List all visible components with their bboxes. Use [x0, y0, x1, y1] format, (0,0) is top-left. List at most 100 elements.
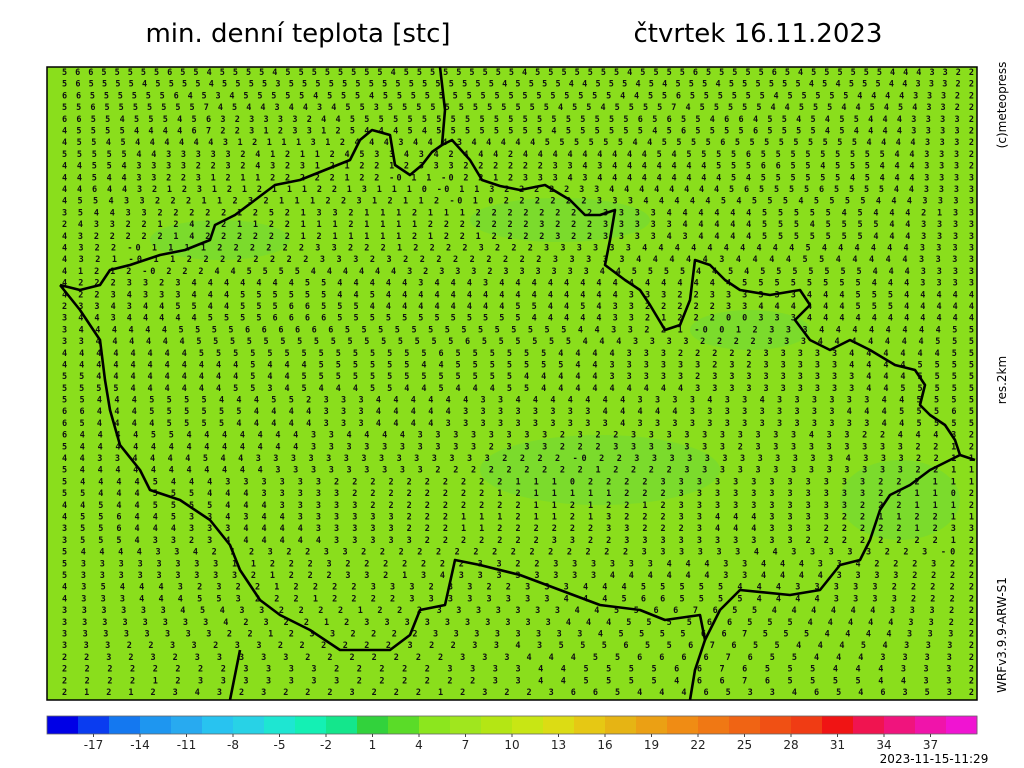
colorbar-segment — [605, 716, 637, 734]
grid-row: 5 5 5 5 5 4 4 3 3 3 3 3 2 4 1 2 1 1 2 4 … — [62, 150, 974, 160]
patch — [470, 198, 650, 242]
colorbar-segment — [636, 716, 668, 734]
grid-row: 2 2 2 2 1 2 3 3 3 3 3 3 3 2 2 2 2 2 2 3 … — [62, 676, 974, 686]
grid-row: 4 5 5 4 5 4 4 4 4 4 4 3 1 2 1 1 1 3 1 2 … — [62, 138, 974, 148]
colorbar-segment — [512, 716, 544, 734]
map-title: min. denní teplota [stc] — [145, 19, 450, 49]
grid-row: 6 5 4 4 4 4 5 5 5 5 4 4 4 4 4 3 3 3 4 4 … — [62, 419, 974, 429]
grid-row: 3 3 3 3 3 3 4 5 4 3 3 2 2 2 2 1 2 2 2 3 … — [62, 606, 974, 616]
colorbar-segment — [698, 716, 730, 734]
neighbour-border — [688, 639, 707, 701]
colorbar-tick-label: 31 — [830, 738, 845, 752]
colorbar-segment — [233, 716, 265, 734]
resolution: res.2km — [995, 356, 1009, 404]
colorbar-segment — [264, 716, 296, 734]
colorbar-tick-label: -14 — [130, 738, 150, 752]
grid-row: 4 4 5 5 4 3 3 3 3 2 2 3 2 4 3 2 3 1 2 1 … — [62, 162, 974, 172]
grid-row: 3 3 4 4 4 4 4 4 5 5 5 5 5 5 5 5 5 5 5 5 … — [62, 337, 974, 347]
temperature-patches — [150, 198, 960, 540]
colorbar-segment — [946, 716, 978, 734]
colorbar-segment — [822, 716, 854, 734]
grid-row: 3 5 4 4 3 3 2 2 2 2 2 1 2 5 2 1 3 3 2 1 … — [62, 208, 974, 218]
grid-row: 5 3 3 3 3 3 3 3 3 1 1 2 2 2 3 2 2 2 2 2 … — [62, 559, 974, 569]
colorbar-segment — [388, 716, 420, 734]
patch — [840, 460, 960, 540]
grid-row: 5 5 4 4 4 5 5 5 5 4 4 4 5 5 2 3 3 3 4 4 … — [62, 396, 974, 406]
colorbar-tick-label: 13 — [551, 738, 566, 752]
colorbar-segment — [171, 716, 203, 734]
patch — [690, 310, 810, 350]
colorbar-segment — [543, 716, 575, 734]
patch — [480, 435, 720, 505]
colorbar-tick-label: 10 — [504, 738, 519, 752]
colorbar-tick-label: 25 — [737, 738, 752, 752]
grid-row: 3 3 3 3 3 3 3 3 2 2 1 2 3 3 2 2 2 2 3 3 … — [62, 630, 974, 640]
grid-row: 5 6 6 5 5 5 5 5 6 5 5 4 5 5 5 5 4 5 5 5 … — [62, 68, 974, 78]
colorbar-segment — [853, 716, 885, 734]
grid-row: 4 4 5 4 4 5 5 5 5 4 4 4 3 3 3 3 3 2 2 2 … — [62, 501, 974, 511]
map-frame — [46, 66, 978, 701]
colorbar-segment — [884, 716, 916, 734]
grid-row: 4 2 2 2 3 3 2 3 4 4 4 4 4 4 4 5 5 4 4 4 … — [62, 279, 974, 289]
colorbar-segment — [78, 716, 110, 734]
value-grid: 5 6 6 5 5 5 5 5 6 5 5 4 5 5 5 5 4 5 5 5 … — [62, 68, 974, 698]
grid-row: 5 4 4 4 4 4 4 4 4 4 4 4 3 3 3 3 3 3 3 3 … — [62, 466, 974, 476]
colorbar-tick-label: -11 — [177, 738, 197, 752]
grid-row: 4 3 3 3 4 4 4 5 5 3 2 2 2 1 2 2 2 2 3 3 … — [62, 594, 974, 604]
grid-row: 3 3 3 2 2 3 3 2 3 3 2 2 2 2 2 2 3 2 2 3 … — [62, 641, 974, 651]
neighbour-border — [228, 649, 242, 701]
colorbar-segment — [109, 716, 141, 734]
colorbar-tick-label: 22 — [690, 738, 705, 752]
grid-row: 4 4 4 4 4 4 4 4 5 5 5 5 5 5 5 5 5 5 5 5 … — [62, 349, 974, 359]
grid-row: 4 5 5 5 5 4 4 4 4 6 7 2 2 3 1 2 3 3 1 2 … — [62, 126, 974, 136]
grid-row: 5 5 6 5 5 5 5 5 5 5 7 4 5 4 4 3 4 4 3 4 … — [62, 103, 974, 113]
grid-row: 6 4 4 4 4 5 5 4 4 4 4 4 4 4 3 3 4 4 4 4 … — [62, 431, 974, 441]
grid-row: 5 4 4 4 4 5 4 4 4 3 3 3 3 3 3 2 2 2 2 2 … — [62, 477, 974, 487]
colorbar-segment — [760, 716, 792, 734]
grid-row: 5 3 3 3 3 3 3 3 3 3 2 1 2 2 2 3 3 2 1 3 … — [62, 571, 974, 581]
colorbar-segment — [450, 716, 482, 734]
country-border — [58, 128, 976, 652]
borders — [58, 66, 976, 701]
grid-row: 3 3 3 3 3 3 3 3 4 2 3 2 2 1 2 3 3 3 3 3 … — [62, 618, 974, 628]
colorbar-tick-label: -5 — [274, 738, 286, 752]
grid-row: 2 2 3 2 3 2 3 3 3 3 3 2 2 2 2 2 2 2 3 3 … — [62, 653, 974, 663]
colorbar-segment — [140, 716, 172, 734]
colorbar-segment — [419, 716, 451, 734]
grid-row: 6 6 5 5 5 5 5 5 6 4 5 3 4 5 5 5 5 5 4 5 … — [62, 91, 974, 101]
colorbar-segment — [202, 716, 234, 734]
colorbar-tick-label: 7 — [462, 738, 470, 752]
grid-row: 3 5 5 5 4 3 3 2 3 4 4 4 4 4 4 3 3 3 3 3 … — [62, 536, 974, 546]
grid-row: 5 6 5 5 5 5 4 5 5 5 5 4 5 5 5 5 3 5 5 5 … — [62, 80, 974, 90]
grid-row: 3 4 4 3 4 4 4 4 4 5 5 5 5 6 6 6 6 5 5 5 … — [62, 314, 974, 324]
map-background — [47, 67, 977, 700]
neighbour-border — [438, 66, 447, 146]
colorbar-tick-label: 37 — [923, 738, 938, 752]
grid-row: 2 2 2 2 2 2 2 2 3 3 3 3 2 2 2 2 2 3 3 3 … — [62, 665, 974, 675]
grid-row: 4 5 5 6 4 4 5 3 3 4 3 4 4 3 3 3 3 3 3 2 … — [62, 513, 974, 523]
colorbar-tick-label: 19 — [644, 738, 659, 752]
colorbar-segment — [915, 716, 947, 734]
colorbar-segment — [357, 716, 389, 734]
grid-row: 4 3 2 2 2 2 2 1 4 2 2 2 2 2 2 1 2 1 1 1 … — [62, 232, 974, 242]
grid-row: 2 4 3 3 2 2 1 2 4 2 2 1 1 2 2 1 1 1 2 1 … — [62, 220, 974, 230]
colorbar-tick-label: -17 — [84, 738, 104, 752]
grid-row: 6 6 4 4 4 5 5 5 5 5 5 4 4 4 4 3 3 3 4 4 … — [62, 407, 974, 417]
grid-row: 4 4 4 4 4 4 4 4 4 4 4 5 4 4 4 5 5 5 5 5 … — [62, 360, 974, 370]
colorbar-tick-label: 28 — [783, 738, 798, 752]
colorbar-segment — [47, 716, 79, 734]
copyright: (c)meteopress — [995, 62, 1009, 149]
colorbar-tick-label: -2 — [320, 738, 332, 752]
model-name: WRFv3.9.9-ARW-S1 — [995, 577, 1009, 693]
map-date: čtvrtek 16.11.2023 — [634, 19, 883, 49]
colorbar-segment — [295, 716, 327, 734]
colorbar-tick-label: -8 — [227, 738, 239, 752]
grid-row: 2 3 3 4 3 4 4 5 5 4 4 5 5 5 6 6 5 5 5 4 … — [62, 302, 974, 312]
grid-row: 4 4 5 4 4 3 3 2 2 3 1 2 1 1 2 2 2 2 2 1 … — [62, 173, 974, 183]
grid-row: 6 6 5 5 4 5 5 5 4 5 6 3 2 3 3 3 3 2 4 4 … — [62, 115, 974, 125]
colorbar-tick-label: 1 — [369, 738, 377, 752]
grid-row: 4 2 2 3 4 3 3 3 4 4 4 5 5 5 5 5 5 4 4 5 … — [62, 290, 974, 300]
colorbar-segment — [326, 716, 358, 734]
